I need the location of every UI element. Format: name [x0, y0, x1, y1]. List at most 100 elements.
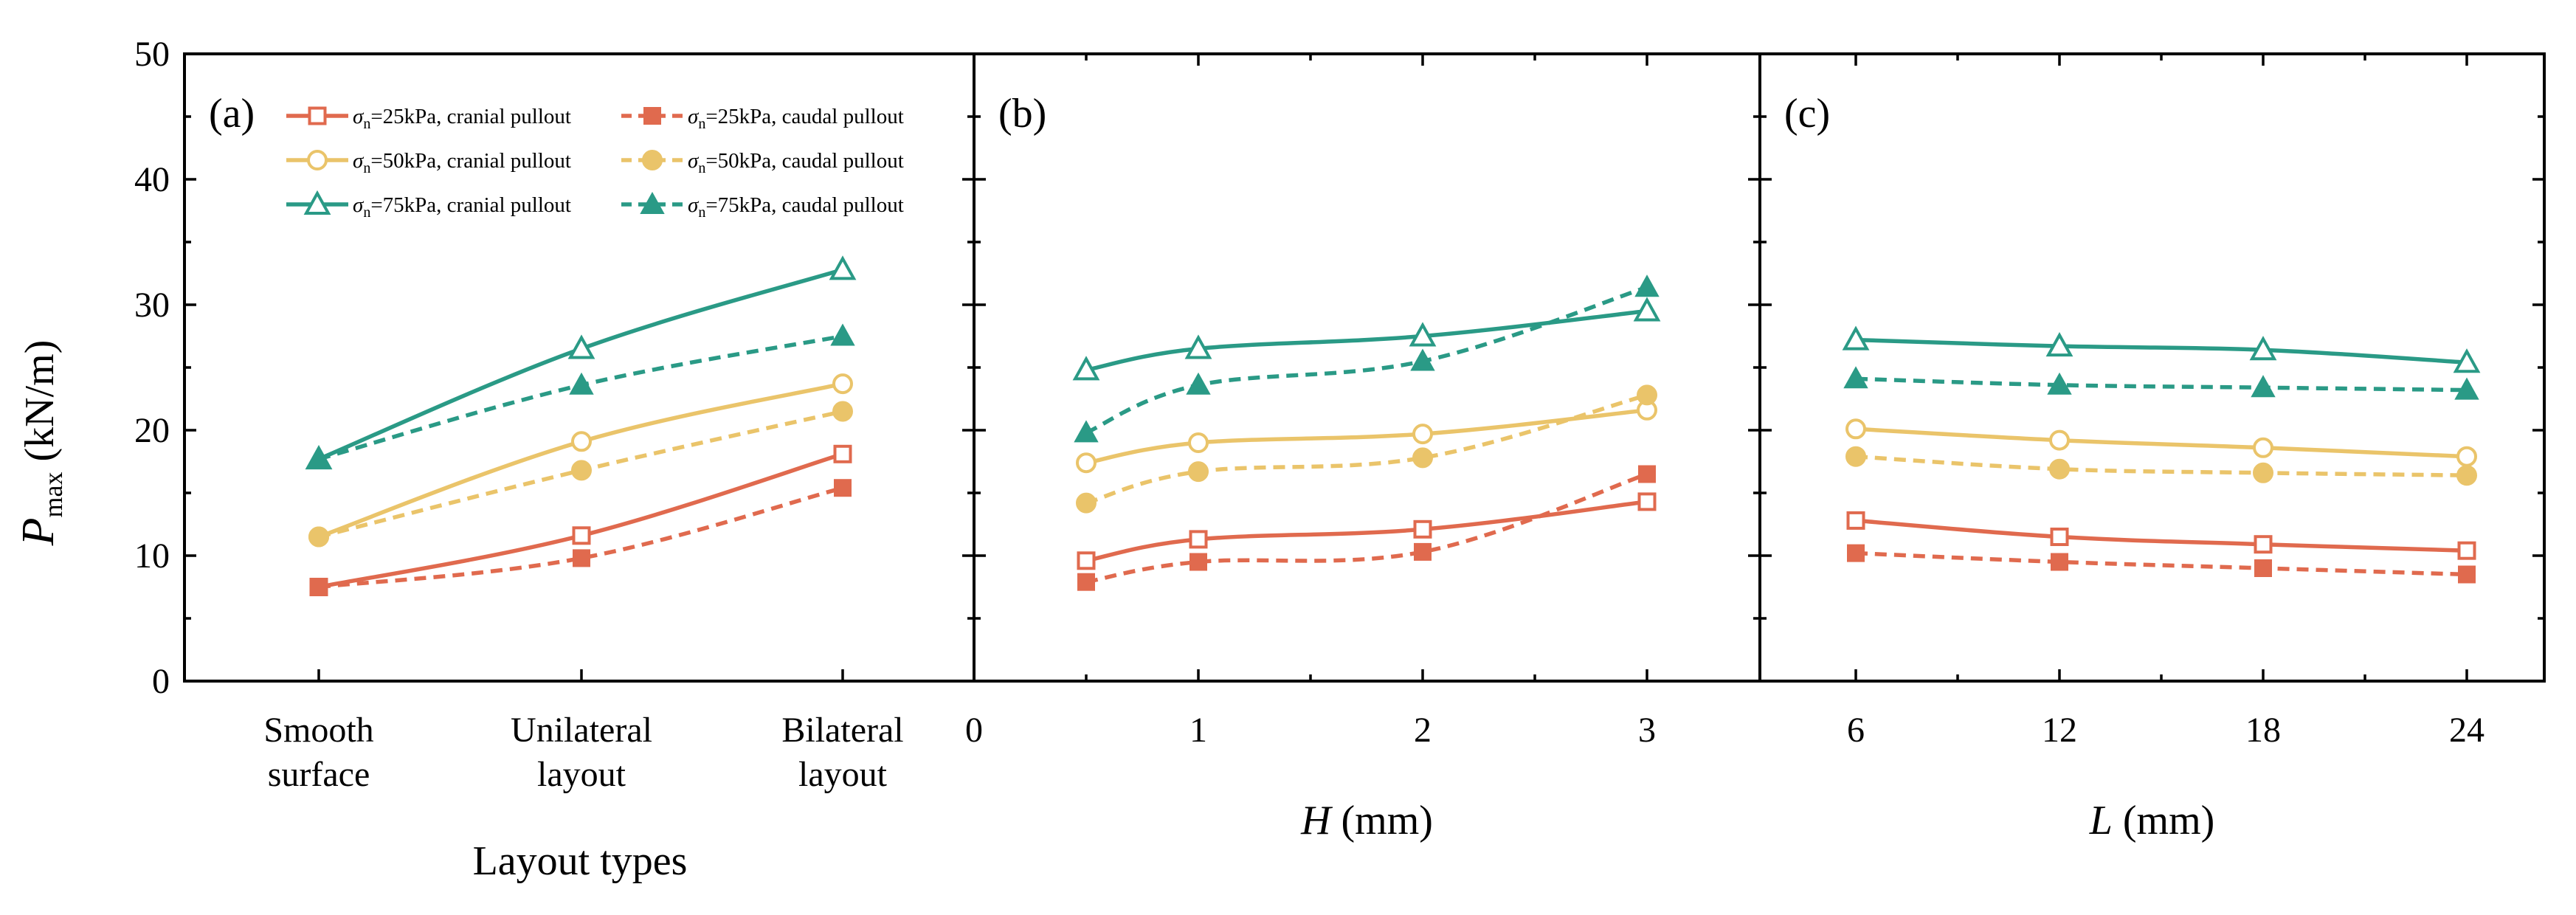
data-point [1410, 348, 1435, 371]
data-point [572, 526, 591, 545]
series-line [1085, 393, 1648, 505]
x-tick-label: layout [798, 755, 888, 794]
series-s25-caudal [1077, 465, 1656, 591]
x-axis-title: L (mm) [2089, 798, 2215, 843]
series-line [1085, 285, 1648, 435]
data-point [2456, 465, 2477, 486]
series-s75-caudal [306, 323, 855, 469]
legend-marker [640, 191, 665, 214]
x-tick-label: 6 [1847, 711, 1865, 750]
x-tick-label: 24 [2449, 711, 2485, 750]
data-point [833, 444, 852, 463]
y-tick-label: 50 [134, 35, 170, 74]
legend-marker [307, 150, 328, 170]
data-point [2456, 446, 2477, 467]
series-s25-caudal [310, 479, 852, 596]
legend-label: σn=75kPa, cranial pullout [353, 193, 571, 221]
data-point [1845, 418, 1866, 440]
data-point [2051, 553, 2068, 571]
data-point [1072, 356, 1100, 381]
series-s50-caudal [1076, 384, 1657, 514]
legend-marker [643, 107, 661, 125]
data-point [2254, 535, 2273, 554]
data-point [1846, 511, 1865, 530]
panel-b: 0 1 2 3 H (mm) (b) [965, 52, 1761, 843]
legend-label: σn=50kPa, caudal pullout [688, 149, 904, 176]
series-line [1855, 427, 2468, 459]
data-point [2457, 541, 2476, 560]
data-point [571, 460, 592, 481]
data-point [1637, 492, 1657, 511]
series-s25-caudal [1847, 544, 2476, 584]
data-point [2049, 458, 2070, 480]
series-line [1855, 337, 2468, 365]
y-tick-label: 20 [134, 411, 170, 450]
data-point [1413, 519, 1432, 539]
y-axis-title-unit: (kN/m) [17, 340, 63, 472]
x-tick-label: 3 [1638, 711, 1656, 750]
legend-item-s25-cranial: σn=25kPa, cranial pullout [286, 105, 571, 132]
data-point [1189, 530, 1208, 549]
data-point [2249, 336, 2277, 361]
data-point [1633, 297, 1661, 322]
panel-a: 0 10 20 30 40 50 Smooth surface Unilateral layout… [134, 35, 976, 884]
y-tick-label: 40 [134, 160, 170, 199]
data-point [571, 431, 592, 452]
data-point [2045, 331, 2073, 357]
data-point [1186, 372, 1211, 395]
data-point [1188, 432, 1209, 453]
series-line [1855, 518, 2468, 553]
legend-item-s50-caudal: σn=50kPa, caudal pullout [621, 149, 904, 176]
legend-marker [303, 190, 331, 215]
series-s75-caudal [1074, 274, 1660, 443]
plot-frame [1758, 52, 2546, 683]
series-line [1855, 454, 2468, 477]
x-axis-title: Layout types [473, 838, 688, 884]
series-line [1085, 408, 1648, 465]
panel-c: 6 12 18 24 L (mm) (c) [1758, 52, 2546, 843]
legend-item-s75-cranial: σn=75kPa, cranial pullout [286, 190, 571, 221]
legend-item-s75-caudal: σn=75kPa, caudal pullout [621, 191, 904, 221]
data-point [569, 372, 594, 395]
data-point [1843, 366, 1868, 389]
series-s25-cranial [1846, 511, 2476, 560]
data-point [1412, 424, 1433, 445]
x-tick-label: 12 [2042, 711, 2077, 750]
data-point [834, 479, 852, 497]
series-s50-cranial [1076, 399, 1657, 474]
legend-label: σn=25kPa, caudal pullout [688, 105, 904, 132]
x-tick-label: Smooth [263, 711, 373, 750]
y-axis-title-text: Pmax (kN/m) [13, 340, 68, 547]
legend: σn=25kPa, cranial pullout σn=25kPa, cauda… [286, 105, 904, 221]
x-tick-label: Bilateral [781, 711, 903, 750]
data-point [2251, 375, 2276, 398]
x-tick-label: layout [537, 755, 626, 794]
data-point [830, 323, 855, 346]
series-s75-caudal [1843, 366, 2479, 400]
data-point [308, 526, 329, 548]
legend-item-s50-cranial: σn=50kPa, cranial pullout [286, 149, 571, 176]
x-tick-label: 1 [1189, 711, 1207, 750]
series-line [1855, 376, 2468, 393]
data-point [832, 373, 853, 395]
series-line [318, 486, 843, 590]
data-point [1074, 420, 1099, 443]
data-point [1847, 544, 1865, 562]
x-tick-label: surface [268, 755, 370, 794]
data-point [567, 334, 595, 359]
legend-label: σn=50kPa, cranial pullout [353, 149, 571, 176]
data-point [310, 578, 328, 596]
data-point [573, 549, 590, 567]
y-axis-title: Pmax (kN/m) [13, 340, 68, 547]
panel-label: (a) [209, 91, 255, 137]
data-point [832, 401, 853, 422]
series-line [1855, 550, 2468, 577]
legend-item-s25-caudal: σn=25kPa, caudal pullout [621, 105, 904, 132]
panel-label: (c) [1784, 91, 1830, 137]
data-point [1189, 553, 1207, 571]
data-point [2047, 372, 2072, 395]
data-point [1412, 447, 1433, 469]
data-point [1842, 325, 1870, 351]
series-s25-cranial [1077, 492, 1657, 570]
